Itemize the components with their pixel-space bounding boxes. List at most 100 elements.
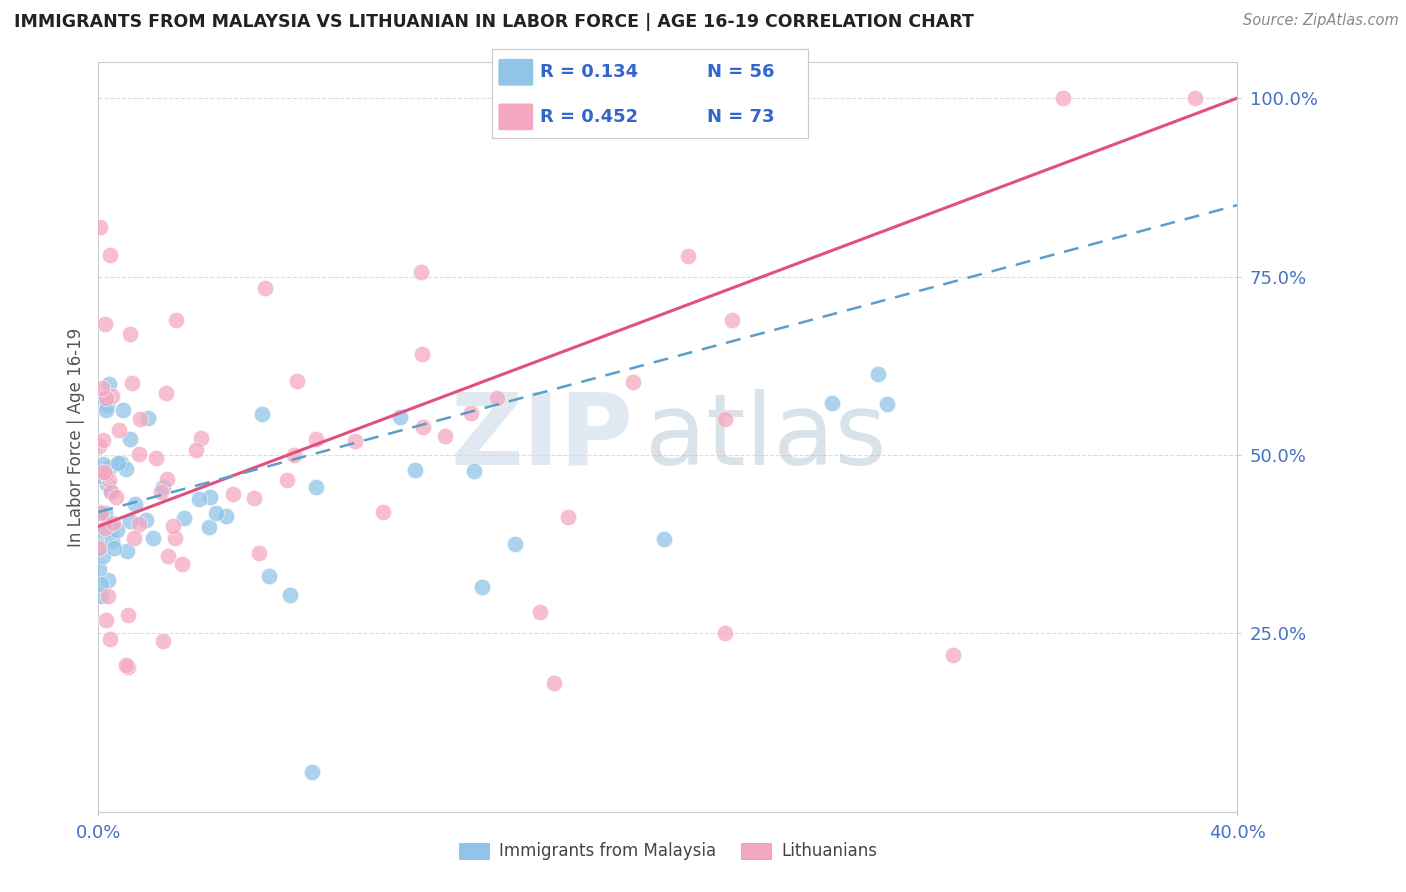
Point xyxy=(103,541,125,555)
Point xyxy=(90,589,112,603)
Point xyxy=(108,423,131,437)
Point xyxy=(93,507,115,521)
Point xyxy=(90,505,112,519)
Point xyxy=(122,531,145,545)
Point xyxy=(460,406,482,420)
Point xyxy=(89,540,111,554)
Point xyxy=(90,525,112,540)
Point xyxy=(142,532,165,546)
Point xyxy=(471,580,494,594)
Point xyxy=(118,326,141,341)
Legend: Immigrants from Malaysia, Lithuanians: Immigrants from Malaysia, Lithuanians xyxy=(453,836,883,867)
Point xyxy=(156,471,179,485)
Point xyxy=(94,317,117,331)
Point xyxy=(91,433,114,447)
Point xyxy=(98,632,121,646)
Point xyxy=(243,491,266,505)
Point xyxy=(121,376,143,391)
Point xyxy=(101,389,124,403)
Point xyxy=(115,658,138,673)
Point xyxy=(304,433,326,447)
Text: Source: ZipAtlas.com: Source: ZipAtlas.com xyxy=(1243,13,1399,29)
Text: ZIP: ZIP xyxy=(451,389,634,485)
Point xyxy=(215,509,238,524)
Point xyxy=(117,543,139,558)
Point xyxy=(120,432,142,446)
Point xyxy=(557,509,579,524)
Point xyxy=(97,473,120,487)
Point xyxy=(276,474,298,488)
Point xyxy=(156,549,179,563)
Point xyxy=(373,505,395,519)
Point xyxy=(1052,91,1074,105)
Point xyxy=(107,456,129,470)
Point xyxy=(412,420,434,434)
Point xyxy=(409,265,432,279)
Text: R = 0.134: R = 0.134 xyxy=(540,63,638,81)
Point xyxy=(93,521,115,535)
Point xyxy=(90,506,112,520)
Point xyxy=(301,765,323,780)
Point xyxy=(91,380,114,394)
Point xyxy=(97,573,120,587)
Point xyxy=(283,448,305,462)
Point xyxy=(543,676,565,690)
Point xyxy=(101,534,124,549)
Point xyxy=(128,447,150,461)
Point xyxy=(94,391,117,405)
Point xyxy=(98,248,121,262)
Point xyxy=(1184,91,1206,105)
Point xyxy=(155,386,177,401)
Text: N = 73: N = 73 xyxy=(707,108,775,126)
Point xyxy=(165,312,187,326)
Point xyxy=(94,403,117,417)
Point xyxy=(117,608,139,623)
Point xyxy=(87,562,110,576)
Point xyxy=(285,374,308,388)
Point xyxy=(136,410,159,425)
Point xyxy=(165,531,187,545)
Text: IMMIGRANTS FROM MALAYSIA VS LITHUANIAN IN LABOR FORCE | AGE 16-19 CORRELATION CH: IMMIGRANTS FROM MALAYSIA VS LITHUANIAN I… xyxy=(14,13,974,31)
Point xyxy=(94,467,117,481)
Point xyxy=(118,514,141,528)
Point xyxy=(170,557,193,571)
Point xyxy=(942,648,965,662)
Text: atlas: atlas xyxy=(645,389,887,485)
Point xyxy=(93,392,115,407)
Point xyxy=(96,477,118,491)
Point xyxy=(100,483,122,498)
Point xyxy=(89,541,111,556)
FancyBboxPatch shape xyxy=(498,59,533,86)
Point xyxy=(90,576,112,591)
Point xyxy=(187,492,209,507)
Point xyxy=(117,659,139,673)
Point xyxy=(152,633,174,648)
Point xyxy=(503,536,526,550)
Point xyxy=(128,516,150,531)
Point xyxy=(388,409,411,424)
Point xyxy=(98,459,121,474)
Point xyxy=(149,484,172,499)
Point xyxy=(91,458,114,472)
Point xyxy=(222,487,245,501)
Point xyxy=(90,468,112,483)
Point xyxy=(257,569,280,583)
Point xyxy=(124,497,146,511)
Point xyxy=(486,391,509,405)
Point xyxy=(253,281,276,295)
Point xyxy=(529,605,551,619)
Point xyxy=(128,412,150,426)
Point xyxy=(103,516,125,530)
Point xyxy=(820,396,842,410)
Point xyxy=(868,367,890,381)
Y-axis label: In Labor Force | Age 16-19: In Labor Force | Age 16-19 xyxy=(66,327,84,547)
Point xyxy=(145,450,167,465)
Point xyxy=(114,462,136,476)
Point xyxy=(97,376,120,391)
Point xyxy=(135,513,157,527)
Point xyxy=(678,249,700,263)
Point xyxy=(93,465,115,479)
Text: R = 0.452: R = 0.452 xyxy=(540,108,638,126)
Point xyxy=(247,546,270,560)
Point xyxy=(173,510,195,524)
